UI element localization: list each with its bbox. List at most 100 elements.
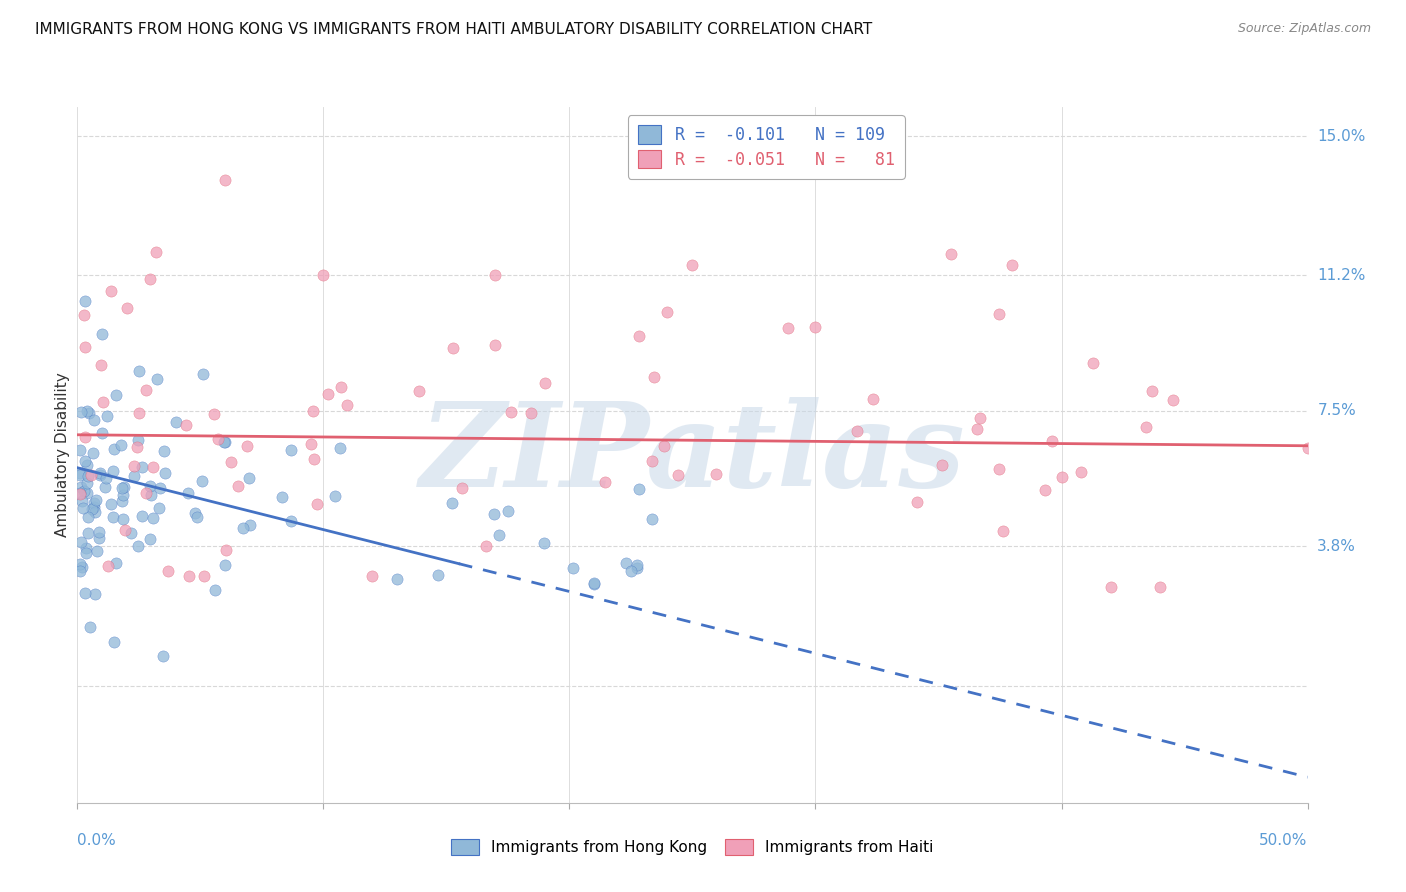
Point xyxy=(498,504,520,518)
Point xyxy=(204,582,226,597)
Point xyxy=(232,520,254,534)
Point xyxy=(135,485,157,500)
Point xyxy=(76,458,98,473)
Point xyxy=(1296,441,1319,455)
Point xyxy=(484,338,506,352)
Point xyxy=(931,458,953,473)
Point xyxy=(70,535,93,549)
Point xyxy=(84,505,107,519)
Point xyxy=(312,268,335,283)
Point xyxy=(142,459,165,474)
Point xyxy=(1070,465,1092,479)
Point xyxy=(214,434,236,449)
Point xyxy=(69,486,91,500)
Point xyxy=(626,558,648,572)
Point xyxy=(73,294,96,309)
Point xyxy=(122,458,145,473)
Point xyxy=(87,531,110,545)
Point xyxy=(236,439,259,453)
Point xyxy=(103,442,125,457)
Point xyxy=(72,559,94,574)
Point xyxy=(139,532,162,546)
Point xyxy=(239,517,262,532)
Point xyxy=(75,546,97,560)
Point xyxy=(90,425,112,440)
Point xyxy=(302,404,325,418)
Point xyxy=(142,511,165,525)
Point xyxy=(153,444,176,458)
Point xyxy=(441,342,464,356)
Point xyxy=(845,424,868,438)
Point xyxy=(184,506,207,520)
Point xyxy=(1081,356,1104,370)
Point xyxy=(804,319,827,334)
Point xyxy=(219,455,242,469)
Point xyxy=(215,542,238,557)
Point xyxy=(73,586,96,600)
Point xyxy=(174,417,197,432)
Point xyxy=(299,437,322,451)
Point xyxy=(1135,420,1157,434)
Point xyxy=(652,439,675,453)
Point xyxy=(111,488,134,502)
Text: 11.2%: 11.2% xyxy=(1317,268,1365,283)
Point xyxy=(100,497,122,511)
Point xyxy=(643,369,665,384)
Point xyxy=(626,561,648,575)
Point xyxy=(128,364,150,378)
Point xyxy=(704,467,727,481)
Point xyxy=(83,500,105,514)
Point xyxy=(111,482,134,496)
Point xyxy=(90,327,114,342)
Point xyxy=(115,301,138,316)
Point xyxy=(1149,580,1171,594)
Point xyxy=(72,501,94,516)
Point xyxy=(122,469,145,483)
Point xyxy=(1042,434,1064,449)
Point xyxy=(86,544,108,558)
Point xyxy=(627,483,650,497)
Point xyxy=(77,510,100,524)
Point xyxy=(131,509,153,524)
Point xyxy=(280,514,302,528)
Point xyxy=(82,446,104,460)
Point xyxy=(426,567,449,582)
Point xyxy=(969,411,991,425)
Point xyxy=(316,386,339,401)
Point xyxy=(120,525,142,540)
Point xyxy=(83,496,105,510)
Point xyxy=(73,340,96,354)
Point xyxy=(75,429,97,443)
Point xyxy=(77,469,100,483)
Text: 0.0%: 0.0% xyxy=(77,833,117,848)
Point xyxy=(862,392,884,406)
Point xyxy=(69,564,91,578)
Point xyxy=(69,442,91,457)
Point xyxy=(987,308,1010,322)
Point xyxy=(69,486,91,500)
Point xyxy=(593,475,616,489)
Point xyxy=(152,649,174,664)
Text: ZIPatlas: ZIPatlas xyxy=(419,398,966,512)
Point xyxy=(583,576,606,591)
Point xyxy=(156,564,179,578)
Point xyxy=(69,557,91,571)
Point xyxy=(127,433,149,447)
Point xyxy=(475,539,498,553)
Point xyxy=(329,442,352,456)
Point xyxy=(90,358,112,372)
Point xyxy=(76,486,98,500)
Point xyxy=(146,372,169,386)
Point xyxy=(271,490,294,504)
Point xyxy=(641,512,664,526)
Point xyxy=(128,406,150,420)
Point xyxy=(73,484,96,499)
Text: IMMIGRANTS FROM HONG KONG VS IMMIGRANTS FROM HAITI AMBULATORY DISABILITY CORRELA: IMMIGRANTS FROM HONG KONG VS IMMIGRANTS … xyxy=(35,22,872,37)
Point xyxy=(939,246,962,260)
Point xyxy=(73,454,96,468)
Text: 3.8%: 3.8% xyxy=(1317,539,1357,554)
Point xyxy=(191,368,214,382)
Point xyxy=(83,412,105,426)
Point xyxy=(112,480,135,494)
Point xyxy=(111,494,134,508)
